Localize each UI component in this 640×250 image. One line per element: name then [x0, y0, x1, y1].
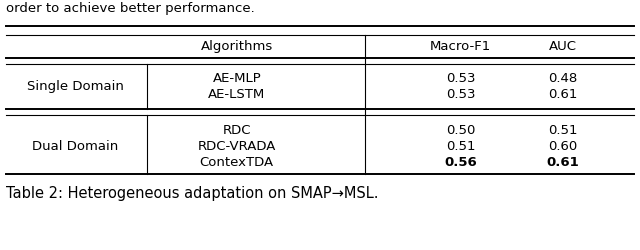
- Text: RDC-VRADA: RDC-VRADA: [198, 140, 276, 153]
- Text: 0.50: 0.50: [446, 124, 476, 136]
- Text: 0.60: 0.60: [548, 140, 578, 153]
- Text: AUC: AUC: [549, 40, 577, 53]
- Text: 0.61: 0.61: [547, 156, 580, 169]
- Text: order to achieve better performance.: order to achieve better performance.: [6, 2, 255, 15]
- Text: Single Domain: Single Domain: [27, 80, 124, 93]
- Text: 0.51: 0.51: [446, 140, 476, 153]
- Text: Dual Domain: Dual Domain: [33, 140, 118, 153]
- Text: 0.53: 0.53: [446, 88, 476, 102]
- Text: 0.56: 0.56: [444, 156, 477, 169]
- Text: AE-LSTM: AE-LSTM: [208, 88, 266, 102]
- Text: 0.48: 0.48: [548, 72, 578, 85]
- Text: 0.61: 0.61: [548, 88, 578, 102]
- Text: AE-MLP: AE-MLP: [212, 72, 261, 85]
- Text: RDC: RDC: [223, 124, 251, 136]
- Text: Algorithms: Algorithms: [201, 40, 273, 53]
- Text: Table 2: Heterogeneous adaptation on SMAP→MSL.: Table 2: Heterogeneous adaptation on SMA…: [6, 186, 379, 201]
- Text: ContexTDA: ContexTDA: [200, 156, 274, 169]
- Text: Macro-F1: Macro-F1: [430, 40, 492, 53]
- Text: 0.51: 0.51: [548, 124, 578, 136]
- Text: 0.53: 0.53: [446, 72, 476, 85]
